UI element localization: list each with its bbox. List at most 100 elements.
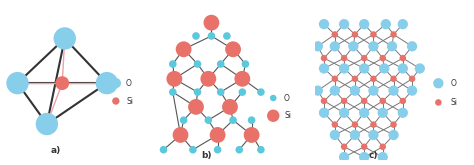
Point	[314, 45, 322, 48]
Point	[399, 100, 407, 102]
Point	[435, 101, 442, 104]
Point	[61, 37, 69, 40]
Point	[192, 106, 200, 108]
Point	[360, 57, 368, 59]
Point	[370, 78, 377, 80]
Point	[416, 67, 424, 70]
Point	[360, 100, 368, 102]
Point	[379, 156, 386, 158]
Point	[360, 67, 368, 70]
Point	[160, 148, 167, 151]
Text: Si: Si	[451, 98, 458, 107]
Point	[194, 63, 201, 65]
Point	[58, 82, 66, 84]
Point	[320, 23, 328, 25]
Point	[379, 145, 386, 148]
Point	[194, 91, 201, 93]
Point	[248, 119, 255, 121]
Point	[177, 134, 184, 136]
Point	[390, 89, 397, 92]
Point	[340, 67, 348, 70]
Point	[340, 57, 348, 59]
Point	[370, 45, 377, 48]
Point	[360, 156, 368, 158]
Point	[340, 156, 348, 158]
Point	[399, 23, 407, 25]
Text: O: O	[126, 79, 132, 88]
Point	[408, 89, 416, 92]
Point	[340, 23, 348, 25]
Point	[390, 134, 397, 136]
Text: b): b)	[201, 151, 212, 160]
Point	[435, 82, 442, 84]
Point	[351, 33, 359, 36]
Point	[349, 45, 357, 48]
Point	[171, 78, 178, 80]
Point	[208, 21, 215, 24]
Point	[331, 134, 338, 136]
Point	[388, 45, 396, 48]
Point	[248, 134, 255, 136]
Point	[269, 114, 277, 117]
Point	[360, 23, 368, 25]
Text: Si: Si	[126, 97, 133, 106]
Point	[340, 145, 348, 148]
Point	[314, 89, 322, 92]
Point	[408, 45, 416, 48]
Point	[331, 89, 338, 92]
Point	[370, 134, 377, 136]
Point	[370, 123, 377, 126]
Point	[223, 35, 231, 37]
Point	[320, 112, 328, 114]
Point	[370, 33, 377, 36]
Point	[379, 100, 386, 102]
Point	[379, 112, 386, 114]
Point	[217, 91, 225, 93]
Point	[180, 48, 187, 51]
Point	[238, 91, 246, 93]
Point	[229, 119, 237, 121]
Point	[331, 33, 338, 36]
Point	[390, 33, 397, 36]
Point	[360, 112, 368, 114]
Point	[180, 119, 187, 121]
Point	[269, 97, 277, 99]
Point	[238, 78, 246, 80]
Point	[320, 57, 328, 59]
Point	[205, 119, 212, 121]
Point	[408, 78, 416, 80]
Point	[351, 123, 359, 126]
Text: c): c)	[369, 151, 378, 160]
Point	[390, 78, 397, 80]
Point	[331, 123, 338, 126]
Point	[370, 89, 377, 92]
Point	[205, 78, 212, 80]
Point	[112, 82, 119, 84]
Point	[14, 82, 21, 84]
Point	[381, 67, 388, 70]
Point	[379, 57, 386, 59]
Point	[331, 78, 338, 80]
Point	[257, 91, 264, 93]
Text: O: O	[451, 79, 456, 88]
Point	[189, 148, 197, 151]
Point	[192, 35, 200, 37]
Point	[360, 145, 368, 148]
Point	[236, 148, 243, 151]
Point	[257, 148, 264, 151]
Point	[217, 63, 225, 65]
Point	[320, 100, 328, 102]
Point	[399, 57, 407, 59]
Point	[390, 123, 397, 126]
Point	[112, 100, 119, 102]
Point	[214, 134, 221, 136]
Point	[208, 35, 215, 37]
Point	[382, 23, 390, 25]
Point	[229, 48, 237, 51]
Point	[226, 106, 234, 108]
Point	[242, 63, 249, 65]
Point	[214, 148, 221, 151]
Point	[351, 134, 359, 136]
Point	[43, 123, 51, 125]
Point	[399, 67, 407, 70]
